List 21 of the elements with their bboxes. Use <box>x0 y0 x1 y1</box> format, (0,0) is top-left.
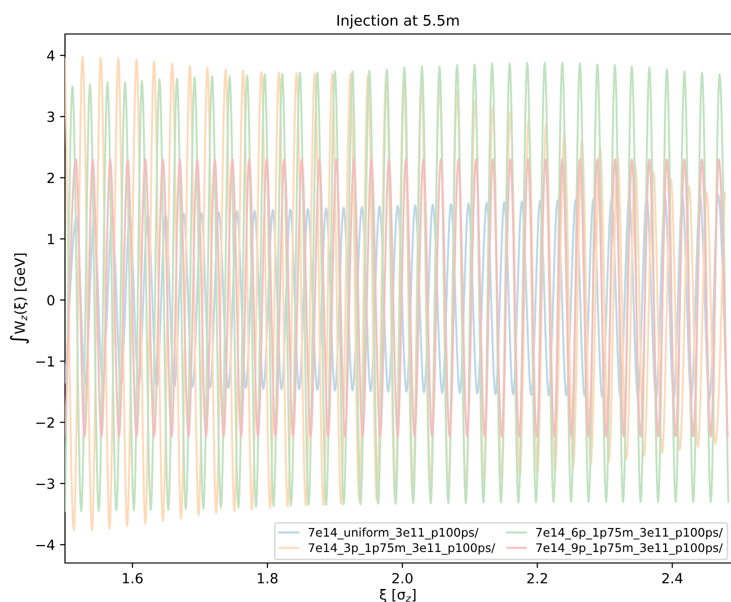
x-tick-label: 2.4 <box>662 572 683 584</box>
x-tick-label: 2.2 <box>527 572 547 584</box>
legend-label: 7e14_3p_1p75m_3e11_p100ps/ <box>308 543 496 555</box>
y-axis-title: ∫W$_{z}$(ξ) [GeV] <box>10 254 29 344</box>
y-tick-label: 4 <box>47 50 54 61</box>
y-tick-label: −3 <box>36 478 54 489</box>
x-axis-title: ξ [σ$_{z}$] <box>380 588 416 602</box>
y-tick-label: 3 <box>48 112 54 122</box>
x-tick-label: 1.6 <box>122 572 143 584</box>
y-tick-label: 0 <box>47 294 54 306</box>
y-tick-label: −4 <box>36 540 54 550</box>
legend-label: 7e14_uniform_3e11_p100ps/ <box>308 528 479 540</box>
y-tick-label: −2 <box>36 417 54 428</box>
y-tick-label: −1 <box>36 356 54 366</box>
chart-title: Injection at 5.5m <box>338 14 459 29</box>
y-tick-label: 2 <box>47 172 54 183</box>
legend-label: 7e14_6p_1p75m_3e11_p100ps/ <box>536 528 723 540</box>
y-tick-label: 1 <box>48 234 54 244</box>
x-tick-label: 2.0 <box>392 572 413 584</box>
x-tick-label: 1.8 <box>258 572 278 584</box>
legend-label: 7e14_9p_1p75m_3e11_p100ps/ <box>536 543 723 555</box>
